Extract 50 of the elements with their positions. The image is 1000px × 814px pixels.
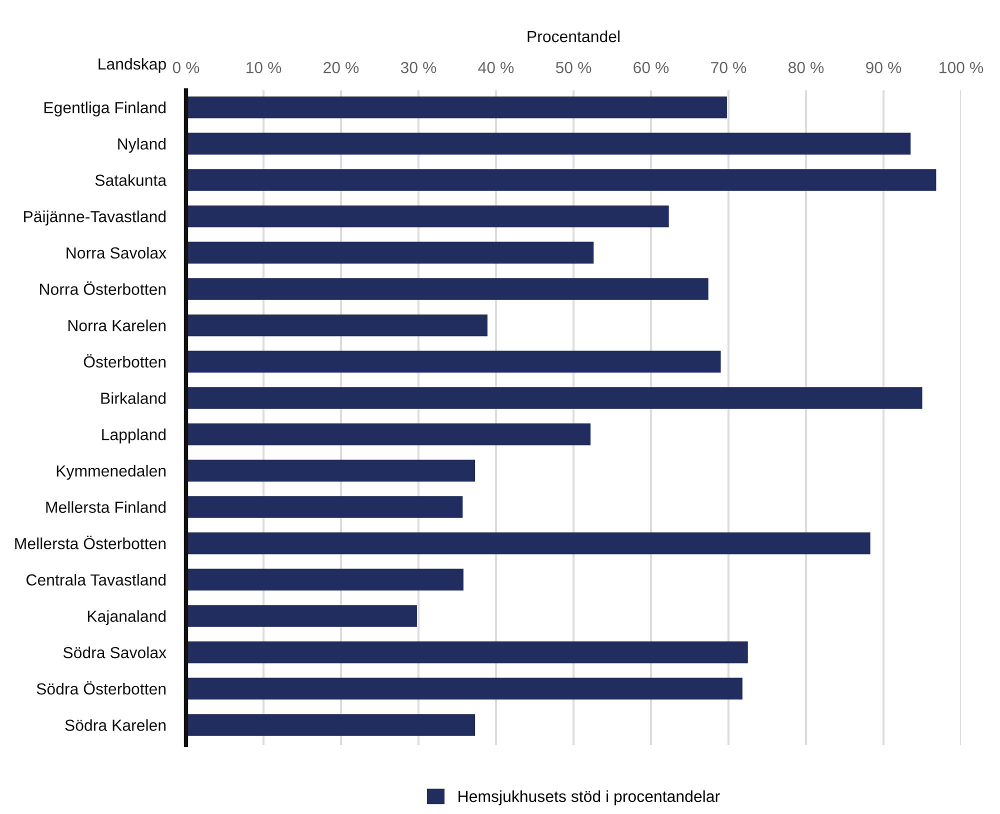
bar (186, 278, 708, 300)
x-axis-title: Procentandel (528, 30, 620, 42)
bar (186, 387, 922, 409)
y-tick-label: Södra Savolax (63, 646, 166, 658)
y-tick-label: Norra Österbotten (40, 281, 166, 295)
bar (186, 496, 463, 518)
y-tick-label: Satakunta (95, 174, 167, 186)
bar (186, 568, 464, 591)
bar (186, 714, 476, 736)
y-tick-label: Nyland (118, 138, 166, 153)
x-tick-label: 60 % (634, 62, 669, 74)
bar (186, 678, 742, 700)
x-tick-label: 30 % (400, 62, 436, 74)
y-tick-label: Österbotten (84, 354, 166, 368)
bar (186, 423, 591, 446)
y-tick-label: Norra Karelen (68, 320, 166, 332)
y-tick-label: Lappland (102, 428, 166, 444)
x-tick-label: 20 % (324, 62, 359, 74)
y-axis-title: Landskap (98, 58, 166, 73)
x-tick-label: 40 % (478, 62, 514, 74)
x-tick-label: 0 % (172, 62, 200, 74)
bar (186, 641, 748, 664)
bar (186, 532, 870, 554)
bar (186, 460, 476, 482)
y-tick-label: Päijänne-Tavastland (24, 210, 166, 226)
x-tick-label: 100 % (940, 62, 984, 74)
y-tick-label: Mellersta Finland (46, 501, 166, 513)
y-tick-label: Egentliga Finland (44, 102, 166, 116)
y-tick-label: Mellersta Österbotten (15, 536, 166, 550)
y-tick-label: Södra Karelen (65, 719, 166, 731)
y-tick-label: Norra Savolax (66, 246, 166, 259)
x-tick-label: 80 % (788, 62, 824, 74)
x-tick-label: 50 % (556, 62, 592, 74)
legend-label: Hemsjukhusets stöd i procentandelar (458, 790, 720, 806)
y-tick-label: Birkaland (101, 392, 166, 404)
y-tick-label: Kajanaland (88, 610, 166, 626)
bar (186, 132, 911, 155)
y-tick-label: Södra Österbotten (36, 681, 166, 695)
bar (186, 605, 417, 627)
bar (186, 169, 936, 191)
x-tick-label: 10 % (246, 62, 282, 74)
bar (186, 242, 594, 264)
bar (186, 96, 727, 118)
bar (186, 314, 488, 336)
bar (186, 205, 669, 228)
x-tick-label: 70 % (711, 62, 746, 74)
bar (186, 350, 721, 373)
x-tick-label: 90 % (866, 62, 902, 74)
y-tick-label: Kymmenedalen (56, 464, 166, 480)
y-tick-label: Centrala Tavastland (26, 574, 166, 586)
